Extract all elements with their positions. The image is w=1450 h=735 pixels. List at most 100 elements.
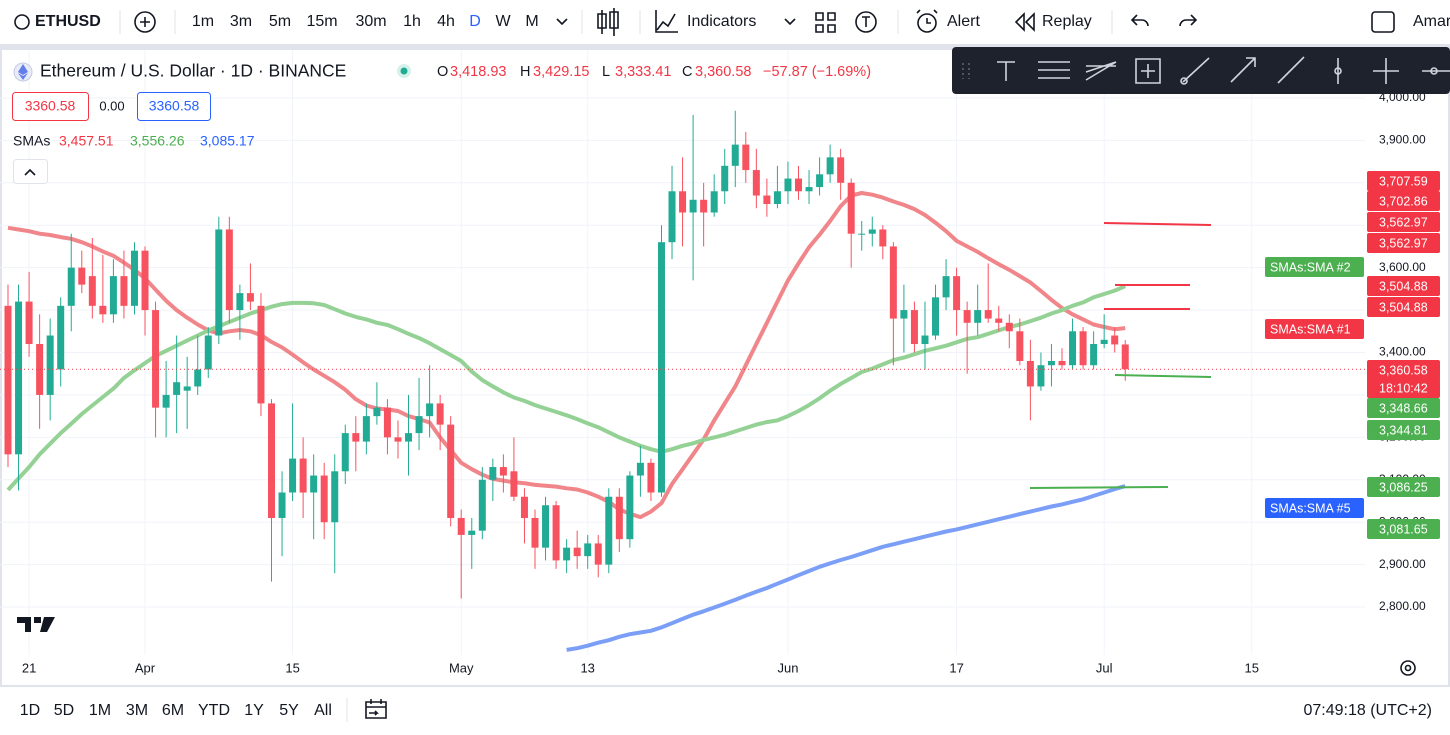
chart-type-icon[interactable] bbox=[597, 8, 619, 36]
text-tool[interactable] bbox=[997, 61, 1015, 81]
candle-body bbox=[88, 276, 96, 306]
interval-button[interactable]: 5m bbox=[269, 13, 291, 30]
candle-body bbox=[141, 250, 149, 311]
price-axis: 2,800.002,900.003,000.003,100.003,200.00… bbox=[1365, 50, 1448, 655]
candle-body bbox=[826, 157, 834, 175]
interval-button[interactable]: 4h bbox=[437, 13, 455, 30]
range-button[interactable]: YTD bbox=[198, 702, 230, 719]
ray-tool[interactable] bbox=[1182, 57, 1210, 83]
sma-value: 3,085.17 bbox=[200, 133, 255, 149]
top-toolbar bbox=[0, 0, 1450, 44]
templates-icon[interactable] bbox=[855, 11, 877, 33]
alert-button[interactable]: Alert bbox=[947, 13, 980, 30]
layouts-icon[interactable] bbox=[815, 12, 836, 33]
alert-icon[interactable] bbox=[917, 13, 937, 33]
replay-icon[interactable] bbox=[1014, 12, 1035, 32]
candle-body bbox=[784, 178, 792, 192]
candle-body bbox=[542, 505, 550, 548]
candle-body bbox=[78, 267, 86, 285]
indicators-button[interactable]: Indicators bbox=[687, 13, 756, 30]
symbol[interactable]: ETHUSD bbox=[35, 13, 101, 30]
candle-body bbox=[773, 191, 781, 205]
ohlc-label: H bbox=[520, 64, 530, 80]
candle-body bbox=[4, 305, 12, 455]
range-button[interactable]: 1D bbox=[20, 702, 40, 719]
candle-body bbox=[499, 467, 507, 476]
candle-body bbox=[615, 496, 623, 540]
drawn-line[interactable] bbox=[1114, 374, 1212, 378]
intervals: 1m 3m 5m 15m 30m 1h 4h D W M bbox=[192, 13, 539, 30]
compare-button[interactable] bbox=[134, 11, 156, 33]
interval-button[interactable]: 30m bbox=[355, 13, 386, 30]
candle-body bbox=[816, 174, 824, 188]
x-tick-label: Jul bbox=[1096, 660, 1113, 675]
candle-body bbox=[1047, 360, 1055, 366]
candle-body bbox=[1090, 344, 1098, 366]
redo[interactable] bbox=[1179, 14, 1198, 27]
change: −57.87 (−1.69%) bbox=[763, 64, 871, 80]
sell-box[interactable] bbox=[12, 92, 89, 121]
candle-body bbox=[953, 276, 961, 311]
range-button[interactable]: 3M bbox=[126, 702, 148, 719]
buy-price[interactable]: 3360.58 bbox=[149, 98, 200, 114]
arrow-tool[interactable] bbox=[1230, 57, 1256, 83]
chevron[interactable] bbox=[556, 18, 568, 26]
range-button[interactable]: 5D bbox=[54, 702, 74, 719]
candle-body bbox=[46, 335, 54, 395]
range-button[interactable]: 5Y bbox=[279, 702, 299, 719]
sma-badge-label: SMAs:SMA #5 bbox=[1270, 501, 1351, 515]
cross-tool[interactable] bbox=[1373, 58, 1399, 84]
x-tick-label: 21 bbox=[22, 660, 36, 675]
candle-body bbox=[636, 462, 644, 476]
ohlc-label: C bbox=[682, 64, 692, 80]
range-button[interactable]: 1M bbox=[89, 702, 111, 719]
drawn-line[interactable] bbox=[1029, 486, 1169, 489]
line-tool[interactable] bbox=[1277, 56, 1305, 84]
interval-button[interactable]: M bbox=[525, 13, 538, 30]
candle-body bbox=[552, 505, 560, 561]
drawn-line[interactable] bbox=[1103, 222, 1212, 226]
range-button[interactable]: 6M bbox=[162, 702, 184, 719]
date-range-icon[interactable] bbox=[365, 699, 387, 719]
interval-button[interactable]: D bbox=[469, 13, 481, 30]
y-tick-label: 3,400.00 bbox=[1379, 345, 1426, 359]
candle-body bbox=[383, 407, 391, 438]
price-badge bbox=[1367, 233, 1440, 253]
range-button[interactable]: All bbox=[314, 702, 332, 719]
x-tick-label: 13 bbox=[580, 660, 594, 675]
candle-body bbox=[268, 403, 275, 518]
replay-button[interactable]: Replay bbox=[1042, 13, 1092, 30]
indicators-icon[interactable] bbox=[655, 10, 678, 33]
price-badge-label: 18:10:42 bbox=[1379, 381, 1428, 395]
buy-box[interactable] bbox=[137, 92, 211, 121]
interval-button[interactable]: 15m bbox=[306, 13, 337, 30]
ohlc: O 3,418.93 H 3,429.15 L 3,333.41 C 3,360.58 bbox=[437, 64, 751, 80]
interval-button[interactable]: 1m bbox=[192, 13, 214, 30]
settings-icon[interactable] bbox=[1400, 660, 1416, 676]
interval-button[interactable]: W bbox=[495, 13, 511, 30]
pitchfork-tool[interactable] bbox=[1085, 61, 1117, 81]
candle-body bbox=[109, 276, 117, 315]
fullscreen[interactable] bbox=[1371, 11, 1395, 33]
candle-body bbox=[67, 267, 75, 306]
vline-handle bbox=[1334, 67, 1342, 75]
rect-tool[interactable] bbox=[1135, 58, 1161, 84]
sell-price[interactable]: 3360.58 bbox=[25, 98, 76, 114]
chevron[interactable] bbox=[784, 18, 796, 26]
interval-button[interactable]: 1h bbox=[403, 13, 421, 30]
candle-body bbox=[162, 394, 170, 408]
candle-body bbox=[1026, 360, 1034, 387]
price-badge bbox=[1367, 477, 1440, 497]
interval-button[interactable]: 3m bbox=[230, 13, 252, 30]
candle-body bbox=[173, 382, 181, 395]
candle-body bbox=[752, 170, 760, 196]
fib-tool[interactable] bbox=[1038, 61, 1070, 79]
search-icon[interactable] bbox=[14, 14, 30, 30]
clock: 07:49:18 (UTC+2) bbox=[1303, 702, 1432, 719]
user-name[interactable]: Amar bbox=[1413, 13, 1450, 30]
price-badges: 3,707.59 3,702.86 3,562.97 3,562.97 3,504.88… bbox=[1265, 171, 1440, 539]
range-button[interactable]: 1Y bbox=[244, 702, 264, 719]
drawings bbox=[1029, 222, 1212, 489]
undo[interactable] bbox=[1130, 14, 1149, 27]
sma-line bbox=[6, 284, 1126, 492]
